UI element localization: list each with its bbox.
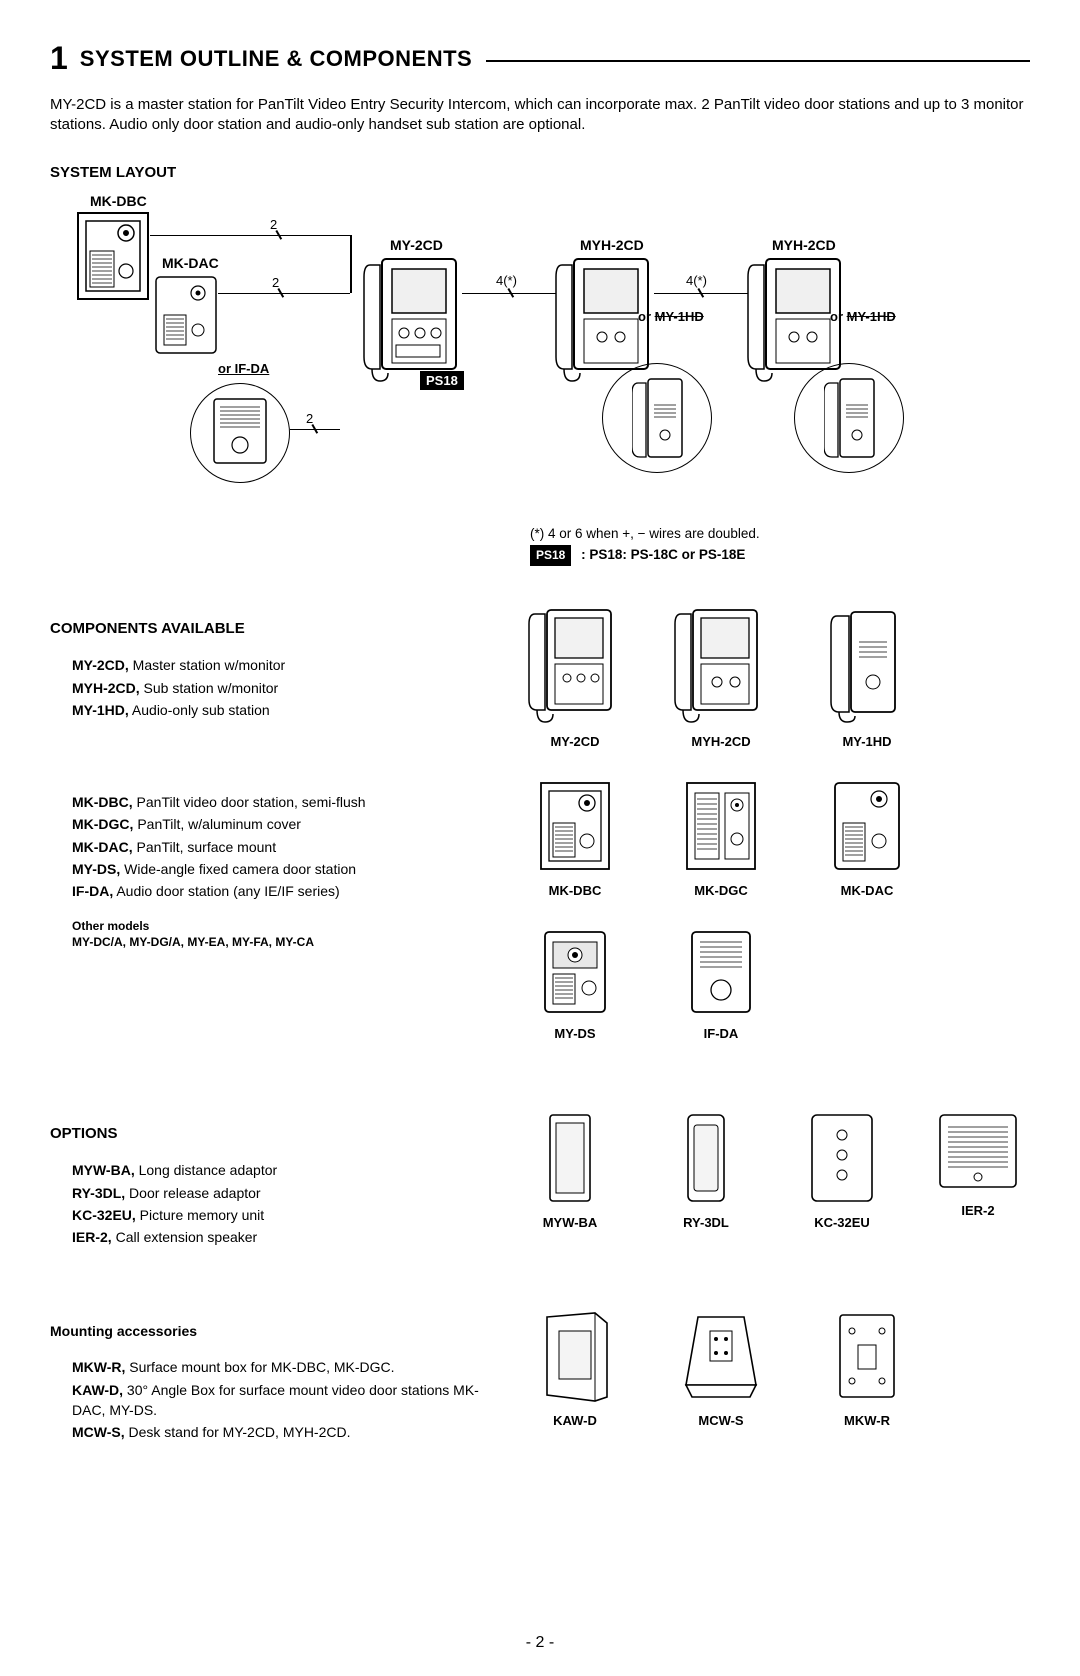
header-rule <box>486 60 1030 62</box>
thumb-myh-2cd: MYH-2CD <box>666 606 776 749</box>
thumb-mk-dbc: MK-DBC <box>520 779 630 898</box>
thumb-mkw-r: MKW-R <box>812 1309 922 1428</box>
other-models: Other models MY-DC/A, MY-DG/A, MY-EA, MY… <box>72 918 500 952</box>
mounting-heading: Mounting accessories <box>50 1323 500 1339</box>
label-or-my-1hd-2: or MY-1HD <box>830 309 896 324</box>
label-or-my-1hd-1: or MY-1HD <box>638 309 704 324</box>
device-mk-dac <box>154 275 218 355</box>
mounting-list: MKW-R, Surface mount box for MK-DBC, MK-… <box>72 1357 500 1442</box>
thumb-ier-2: IER-2 <box>928 1111 1028 1230</box>
device-my-1hd-2 <box>824 375 878 463</box>
options-list: MYW-BA, Long distance adaptor RY-3DL, Do… <box>72 1160 500 1247</box>
thumb-mk-dac: MK-DAC <box>812 779 922 898</box>
label-myh-2cd-2: MYH-2CD <box>772 237 836 253</box>
ps18-box: PS18 <box>420 371 464 390</box>
thumb-mk-dgc: MK-DGC <box>666 779 776 898</box>
label-or-if-da: or IF-DA <box>218 361 269 376</box>
thumb-myw-ba: MYW-BA <box>520 1111 620 1230</box>
components-heading: COMPONENTS AVAILABLE <box>50 620 500 637</box>
wire-label-4b: 4(*) <box>686 273 707 288</box>
label-mk-dbc: MK-DBC <box>90 193 147 209</box>
layout-legend: (*) 4 or 6 when +, − wires are doubled. … <box>530 523 1030 567</box>
system-layout-diagram: MK-DBC 2 MK-DAC <box>50 193 1010 513</box>
thumb-mcw-s: MCW-S <box>666 1309 776 1428</box>
thumb-if-da: IF-DA <box>666 928 776 1041</box>
legend-ps18-badge: PS18 <box>530 545 571 566</box>
thumb-kaw-d: KAW-D <box>520 1309 630 1428</box>
device-my-2cd <box>362 257 472 387</box>
system-layout-heading: SYSTEM LAYOUT <box>50 164 1030 181</box>
device-my-1hd-1 <box>632 375 686 463</box>
label-myh-2cd-1: MYH-2CD <box>580 237 644 253</box>
components-list-door: MK-DBC, PanTilt video door station, semi… <box>72 792 500 901</box>
section-header: 1 SYSTEM OUTLINE & COMPONENTS <box>50 40 1030 77</box>
thumb-my-2cd: MY-2CD <box>520 606 630 749</box>
thumb-kc-32eu: KC-32EU <box>792 1111 892 1230</box>
thumb-my-ds: MY-DS <box>520 928 630 1041</box>
legend-note: (*) 4 or 6 when +, − wires are doubled. <box>530 523 1030 545</box>
components-list-stations: MY-2CD, Master station w/monitor MYH-2CD… <box>72 655 500 720</box>
wire-label-4a: 4(*) <box>496 273 517 288</box>
section-title: SYSTEM OUTLINE & COMPONENTS <box>80 46 472 72</box>
section-number: 1 <box>50 40 68 77</box>
device-mk-dbc <box>76 211 150 301</box>
device-if-da <box>212 397 268 465</box>
page-number: - 2 - <box>526 1634 554 1652</box>
legend-ps18-text: : PS18: PS-18C or PS-18E <box>581 547 745 562</box>
label-my-2cd: MY-2CD <box>390 237 443 253</box>
label-mk-dac: MK-DAC <box>162 255 219 271</box>
thumb-my-1hd: MY-1HD <box>812 606 922 749</box>
intro-paragraph: MY-2CD is a master station for PanTilt V… <box>50 95 1030 136</box>
options-heading: OPTIONS <box>50 1125 500 1142</box>
thumb-ry-3dl: RY-3DL <box>656 1111 756 1230</box>
